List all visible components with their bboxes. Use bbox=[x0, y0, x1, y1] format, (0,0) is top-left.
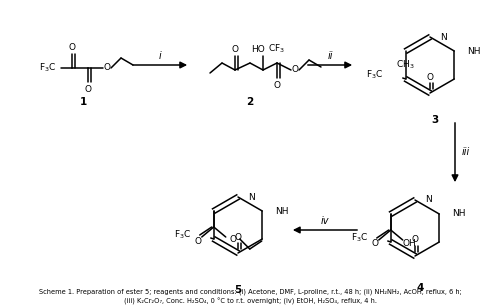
Text: ii: ii bbox=[327, 51, 333, 61]
Text: $\mathregular{F_3C}$: $\mathregular{F_3C}$ bbox=[352, 232, 369, 244]
Text: NH: NH bbox=[467, 47, 480, 55]
Text: N: N bbox=[425, 196, 432, 205]
Text: Scheme 1. Preparation of ester 5; reagents and conditions: (i) Acetone, DMF, L-p: Scheme 1. Preparation of ester 5; reagen… bbox=[38, 289, 462, 295]
Text: 5: 5 bbox=[234, 285, 242, 295]
Text: O: O bbox=[230, 234, 236, 244]
Text: O: O bbox=[84, 84, 91, 94]
Text: $\mathregular{F_3C}$: $\mathregular{F_3C}$ bbox=[40, 62, 56, 74]
Text: 3: 3 bbox=[432, 115, 438, 125]
Text: NH: NH bbox=[452, 209, 466, 218]
Text: O: O bbox=[68, 43, 75, 52]
Text: (iii) K₂Cr₂O₇, Conc. H₂SO₄, 0 °C to r.t. overnight; (iv) EtOH, H₂SO₄, reflux, 4 : (iii) K₂Cr₂O₇, Conc. H₂SO₄, 0 °C to r.t.… bbox=[124, 298, 376, 305]
Text: O: O bbox=[426, 72, 434, 82]
Text: O: O bbox=[232, 44, 238, 54]
Text: O: O bbox=[412, 236, 418, 245]
Text: iv: iv bbox=[321, 216, 329, 226]
Text: $\mathregular{F_3C}$: $\mathregular{F_3C}$ bbox=[174, 229, 192, 241]
Text: N: N bbox=[248, 192, 255, 201]
Text: O: O bbox=[234, 233, 242, 241]
Text: O: O bbox=[194, 237, 202, 245]
Text: i: i bbox=[158, 51, 162, 61]
Text: O: O bbox=[292, 66, 298, 75]
Text: HO: HO bbox=[251, 44, 265, 54]
Text: O: O bbox=[104, 63, 110, 72]
Text: 4: 4 bbox=[416, 283, 424, 293]
Text: $\mathregular{CH_3}$: $\mathregular{CH_3}$ bbox=[396, 59, 415, 71]
Text: 1: 1 bbox=[80, 97, 86, 107]
Text: iii: iii bbox=[462, 147, 470, 157]
Text: N: N bbox=[440, 33, 447, 42]
Text: O: O bbox=[274, 80, 280, 90]
Text: OH: OH bbox=[403, 238, 416, 248]
Text: $\mathregular{CF_3}$: $\mathregular{CF_3}$ bbox=[268, 43, 285, 55]
Text: NH: NH bbox=[275, 206, 288, 216]
Text: $\mathregular{F_3C}$: $\mathregular{F_3C}$ bbox=[366, 69, 384, 81]
Text: O: O bbox=[372, 240, 378, 249]
Text: 2: 2 bbox=[246, 97, 254, 107]
